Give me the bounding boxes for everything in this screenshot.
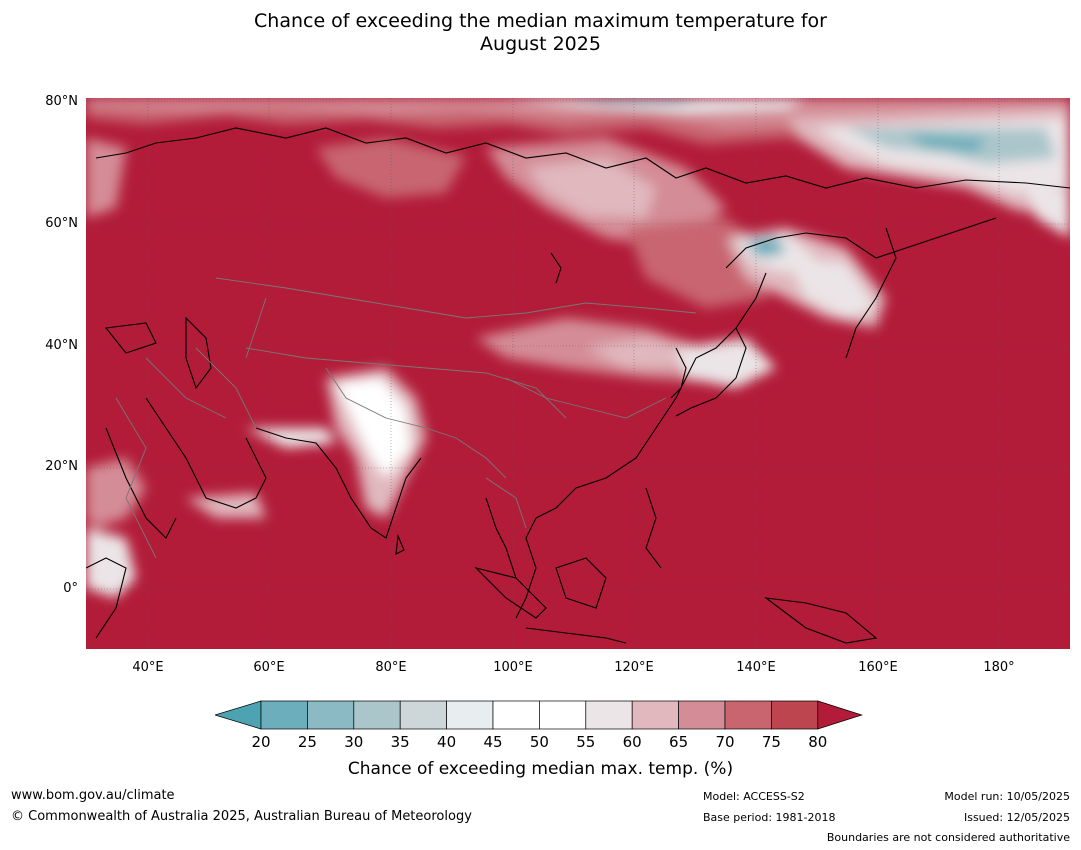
lon-label-140e: 140°E	[736, 660, 776, 675]
colorbar-tick-40: 40	[437, 733, 457, 751]
probability-field	[86, 98, 1070, 598]
colorbar-tick-50: 50	[529, 733, 549, 751]
lon-label-40e: 40°E	[132, 660, 164, 675]
colorbar-bin-70-75	[724, 700, 772, 730]
colorbar-tick-75: 75	[761, 733, 781, 751]
lon-label-180: 180°	[983, 660, 1015, 675]
colorbar-bin-55-60	[585, 700, 633, 730]
colorbar-over-arrow	[817, 700, 863, 730]
colorbar-tick-65: 65	[669, 733, 689, 751]
graticule	[86, 98, 1070, 649]
lat-label-0: 0°	[63, 581, 78, 596]
colorbar-bin-60-65	[631, 700, 679, 730]
colorbar-tick-60: 60	[622, 733, 642, 751]
colorbar-tick-20: 20	[251, 733, 271, 751]
footer-copyright: © Commonwealth of Australia 2025, Austra…	[11, 809, 472, 824]
colorbar-under-arrow	[213, 700, 262, 730]
lat-label-80n: 80°N	[45, 94, 78, 109]
colorbar-bin-45-50	[492, 700, 540, 730]
lat-label-20n: 20°N	[45, 459, 78, 474]
colorbar-bin-35-40	[399, 700, 447, 730]
lon-label-60e: 60°E	[253, 660, 285, 675]
coastlines	[86, 127, 1070, 644]
colorbar-tick-45: 45	[483, 733, 503, 751]
colorbar-bin-40-45	[446, 700, 494, 730]
footer-model-run: Model run: 10/05/2025	[944, 790, 1070, 803]
colorbar-svg	[213, 700, 863, 730]
map-title: Chance of exceeding the median maximum t…	[0, 10, 1081, 56]
lat-label-40n: 40°N	[45, 338, 78, 353]
colorbar-bin-20-25	[260, 700, 308, 730]
lon-label-160e: 160°E	[858, 660, 898, 675]
colorbar-tick-30: 30	[344, 733, 364, 751]
colorbar	[213, 700, 867, 736]
colorbar-tick-80: 80	[808, 733, 828, 751]
colorbar-tick-55: 55	[576, 733, 596, 751]
colorbar-bin-65-70	[678, 700, 726, 730]
lon-label-100e: 100°E	[493, 660, 533, 675]
colorbar-label: Chance of exceeding median max. temp. (%…	[347, 759, 734, 779]
colorbar-tick-25: 25	[297, 733, 317, 751]
colorbar-bin-25-30	[307, 700, 355, 730]
title-line-2: August 2025	[480, 33, 601, 55]
country-borders	[115, 277, 697, 559]
colorbar-tick-70: 70	[715, 733, 735, 751]
footer-base-period: Base period: 1981-2018	[703, 811, 836, 824]
colorbar-bin-30-35	[353, 700, 401, 730]
lon-label-120e: 120°E	[614, 660, 654, 675]
map-canvas	[86, 98, 1070, 649]
colorbar-bin-50-55	[539, 700, 587, 730]
lat-label-60n: 60°N	[45, 216, 78, 231]
lon-label-80e: 80°E	[375, 660, 407, 675]
colorbar-bin-75-80	[771, 700, 819, 730]
map-panel	[86, 98, 1070, 649]
footer-model: Model: ACCESS-S2	[703, 790, 805, 803]
footer-website[interactable]: www.bom.gov.au/climate	[11, 788, 175, 803]
footer-issued: Issued: 12/05/2025	[963, 811, 1070, 824]
footer-disclaimer: Boundaries are not considered authoritat…	[826, 831, 1070, 844]
colorbar-tick-35: 35	[390, 733, 410, 751]
title-line-1: Chance of exceeding the median maximum t…	[254, 10, 827, 32]
